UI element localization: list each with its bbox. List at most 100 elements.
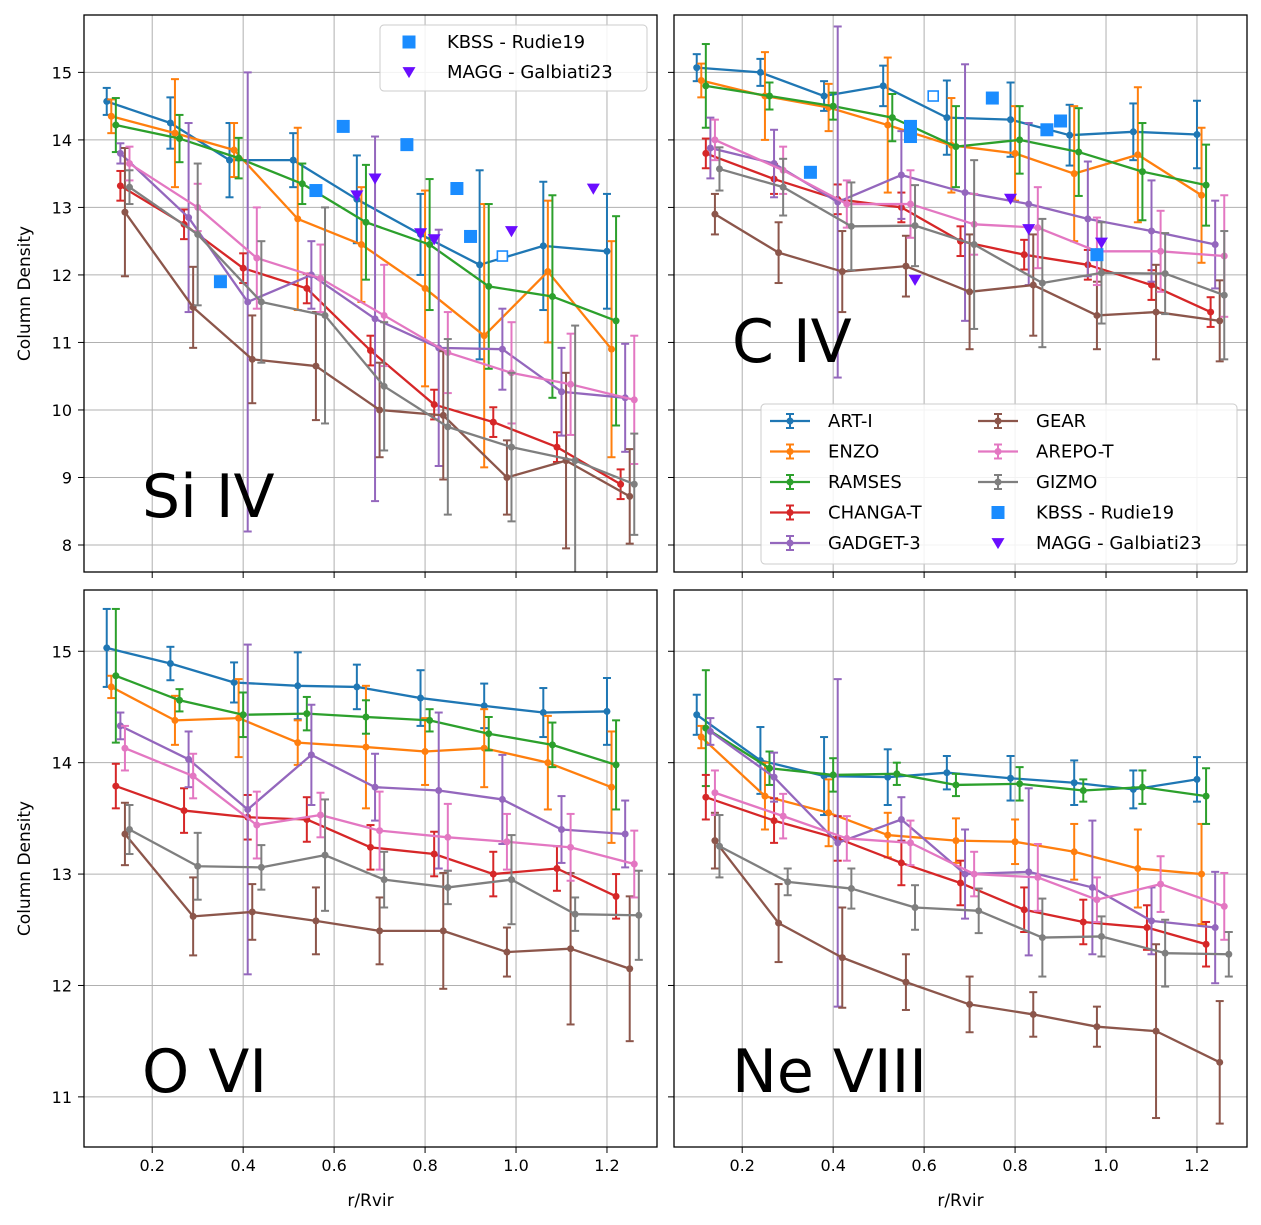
y-tick-label: 11 — [52, 333, 72, 352]
data-point — [239, 264, 247, 272]
data-point — [298, 180, 306, 188]
obs-square-point — [903, 130, 917, 144]
data-point — [715, 842, 723, 850]
obs-triangle-point — [504, 226, 518, 238]
legend-label: AREPO-T — [1036, 442, 1115, 463]
data-point — [421, 284, 429, 292]
data-point — [829, 771, 837, 779]
x-tick-label: 0.8 — [1002, 1156, 1027, 1175]
data-point — [1152, 1027, 1160, 1035]
data-point — [1007, 774, 1015, 782]
data-point — [952, 837, 960, 845]
data-point — [439, 411, 447, 419]
data-point — [1134, 865, 1142, 872]
data-point — [1025, 868, 1033, 876]
data-point — [1079, 918, 1087, 926]
obs-square-point — [309, 184, 323, 198]
data-point — [380, 876, 388, 884]
data-point — [1198, 870, 1206, 878]
data-point — [485, 282, 493, 290]
data-point — [553, 443, 561, 451]
data-point — [943, 114, 951, 122]
data-point — [116, 149, 124, 157]
data-point — [702, 149, 710, 157]
data-point — [316, 811, 324, 819]
data-point — [485, 730, 493, 738]
obs-square-point — [1040, 123, 1054, 137]
data-point — [843, 200, 851, 208]
data-point — [770, 817, 778, 825]
data-point — [235, 154, 243, 162]
data-point — [1193, 131, 1201, 139]
data-point — [893, 770, 901, 778]
data-point — [248, 908, 256, 916]
data-point — [630, 396, 638, 404]
data-point — [503, 948, 511, 956]
panel-frame — [673, 14, 1248, 573]
data-point — [107, 683, 115, 691]
data-point — [1148, 281, 1155, 289]
data-point — [1029, 281, 1037, 289]
data-point — [230, 146, 238, 154]
data-point — [1016, 136, 1024, 144]
data-point — [107, 112, 115, 120]
legend-marker — [402, 35, 416, 49]
obs-square-point — [400, 138, 414, 152]
data-point — [548, 741, 556, 749]
data-point — [975, 907, 983, 915]
data-point — [702, 82, 710, 90]
legend-marker — [402, 67, 416, 79]
data-point — [353, 683, 361, 691]
legend-label: MAGG - Galbiati23 — [447, 62, 613, 83]
y-tick-label: 13 — [52, 865, 72, 884]
data-point — [1066, 131, 1074, 139]
panel-c-iv: C IVART-IENZORAMSESCHANGA-TGADGET-3GEARA… — [668, 14, 1248, 578]
data-point — [1138, 783, 1146, 791]
data-point — [884, 773, 892, 781]
data-point — [1193, 775, 1201, 783]
data-point — [1211, 924, 1219, 932]
data-point — [884, 831, 892, 839]
data-point — [180, 807, 188, 815]
data-point — [766, 764, 773, 772]
legend-marker — [994, 478, 1002, 486]
data-point — [1011, 149, 1019, 157]
data-point — [1093, 896, 1101, 904]
data-point — [943, 769, 951, 777]
series-ramses — [701, 669, 1211, 825]
data-point — [775, 249, 783, 257]
data-point — [312, 362, 320, 370]
data-point — [239, 711, 247, 719]
ion-label: Ne VIII — [732, 1037, 927, 1107]
data-point — [248, 355, 256, 363]
series-gear — [710, 192, 1224, 363]
series-enzo — [107, 78, 616, 469]
data-point — [548, 293, 556, 301]
data-point — [711, 136, 719, 144]
data-point — [444, 423, 452, 431]
data-point — [376, 827, 384, 835]
data-point — [189, 772, 197, 780]
data-point — [567, 843, 575, 851]
data-point — [503, 838, 511, 846]
legend-label: ENZO — [828, 442, 879, 463]
data-point — [380, 311, 388, 319]
data-point — [289, 156, 297, 164]
data-point — [884, 121, 892, 129]
data-point — [961, 189, 969, 197]
legend-marker — [994, 448, 1002, 455]
data-point — [567, 945, 575, 953]
data-point — [906, 200, 914, 208]
data-point — [911, 222, 919, 230]
series-ramses — [111, 97, 621, 427]
series-art-i — [692, 53, 1201, 170]
y-tick-label: 14 — [52, 131, 72, 150]
data-point — [430, 401, 438, 409]
data-point — [253, 821, 261, 829]
data-point — [706, 727, 714, 735]
legend-box — [379, 24, 648, 92]
data-point — [321, 851, 329, 859]
data-point — [1216, 317, 1224, 325]
data-point — [567, 380, 575, 388]
y-tick-label: 12 — [52, 976, 72, 995]
